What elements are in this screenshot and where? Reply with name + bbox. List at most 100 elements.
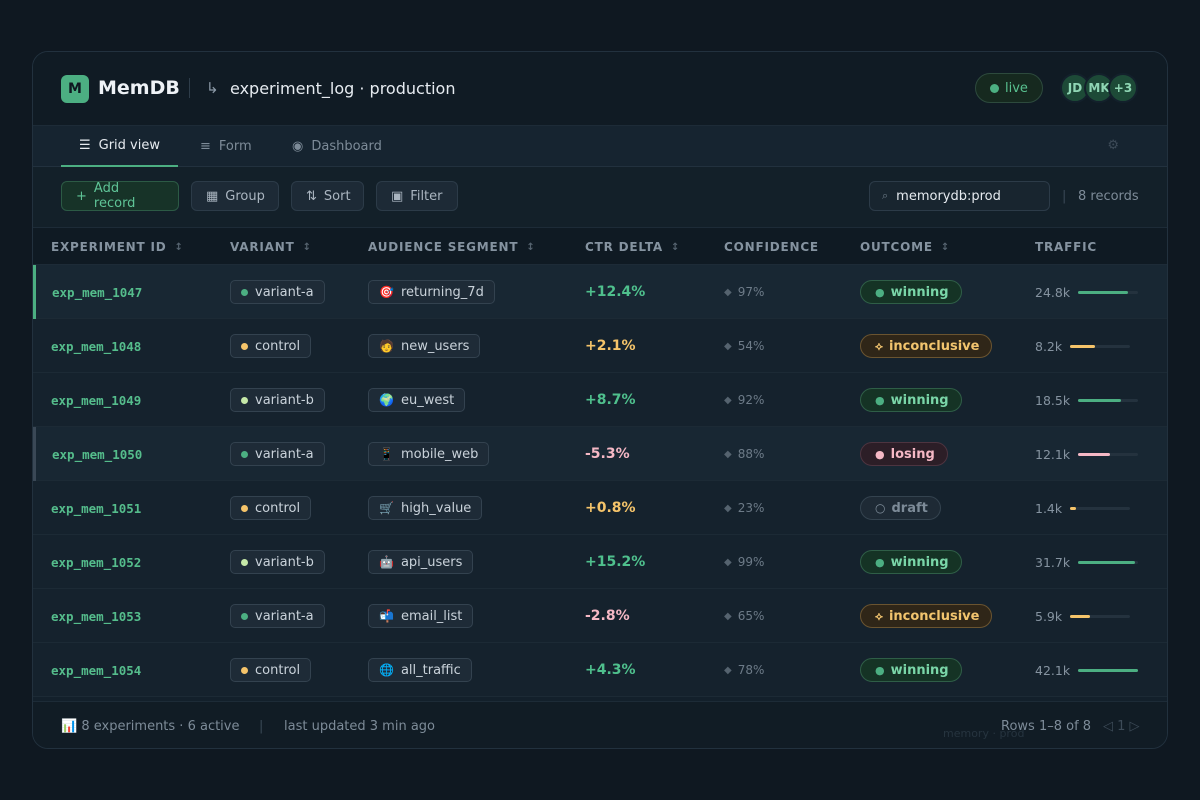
cell-variant[interactable]: control — [230, 481, 312, 535]
cell-audience-segment[interactable]: 📬 email_list — [368, 589, 474, 643]
outcome-badge[interactable]: ● winning — [860, 280, 962, 304]
cell-variant[interactable]: variant-b — [230, 373, 325, 427]
column-header-confidence[interactable]: CONFIDENCE — [724, 240, 819, 254]
cell-experiment-id[interactable]: exp_mem_1049 — [51, 373, 141, 427]
search-input[interactable] — [896, 188, 1037, 204]
outcome-badge[interactable]: ● winning — [860, 550, 962, 574]
outcome-badge[interactable]: ● losing — [860, 442, 948, 466]
add-record-button[interactable]: + Add record — [61, 181, 179, 211]
variant-tag[interactable]: variant-a — [230, 280, 325, 304]
cell-ctr-delta[interactable]: +2.1% — [585, 319, 636, 373]
cell-outcome[interactable]: ○ draft — [860, 481, 941, 535]
table-row[interactable]: exp_mem_1052 variant-b 🤖 api_users +15.2… — [33, 535, 1167, 589]
cell-traffic[interactable]: 1.4k — [1035, 481, 1131, 535]
outcome-badge[interactable]: ○ draft — [860, 496, 941, 520]
cell-variant[interactable]: control — [230, 319, 312, 373]
cell-outcome[interactable]: ● winning — [860, 535, 962, 589]
cell-confidence[interactable]: ◆ 65% — [724, 589, 764, 643]
cell-experiment-id[interactable]: exp_mem_1052 — [51, 535, 141, 589]
variant-tag[interactable]: variant-b — [230, 388, 325, 412]
variant-tag[interactable]: control — [230, 496, 312, 520]
cell-experiment-id[interactable]: exp_mem_1054 — [51, 643, 141, 697]
cell-confidence[interactable]: ◆ 92% — [724, 373, 764, 427]
cell-outcome[interactable]: ● losing — [860, 427, 948, 481]
group-button[interactable]: ▦ Group — [191, 181, 279, 211]
variant-tag[interactable]: control — [230, 334, 312, 358]
variant-tag[interactable]: variant-a — [230, 604, 325, 628]
segment-tag[interactable]: 🎯 returning_7d — [368, 280, 495, 304]
outcome-badge[interactable]: ⟡ inconclusive — [860, 334, 993, 358]
experiment-id[interactable]: exp_mem_1052 — [51, 554, 142, 570]
variant-tag[interactable]: variant-a — [230, 442, 325, 466]
cell-variant[interactable]: variant-a — [230, 265, 325, 319]
column-header-variant[interactable]: VARIANT ↕ — [230, 240, 312, 254]
cell-variant[interactable]: control — [230, 643, 312, 697]
avatar-overflow[interactable]: +3 — [1108, 73, 1138, 103]
cell-audience-segment[interactable]: 🛒 high_value — [368, 481, 483, 535]
cell-traffic[interactable]: 31.7k — [1035, 535, 1139, 589]
cell-experiment-id[interactable]: exp_mem_1047 — [52, 265, 142, 319]
outcome-badge[interactable]: ● winning — [860, 658, 962, 682]
pagination-control[interactable]: ◁ 1 ▷ — [1103, 719, 1140, 734]
table-row[interactable]: exp_mem_1049 variant-b 🌍 eu_west +8.7% — [33, 373, 1167, 427]
segment-tag[interactable]: 📬 email_list — [368, 604, 474, 628]
segment-tag[interactable]: 🛒 high_value — [368, 496, 483, 520]
cell-traffic[interactable]: 18.5k — [1035, 373, 1139, 427]
cell-variant[interactable]: variant-a — [230, 427, 325, 481]
segment-tag[interactable]: 🧑 new_users — [368, 334, 481, 358]
live-status-badge[interactable]: live — [975, 73, 1043, 103]
cell-confidence[interactable]: ◆ 23% — [724, 481, 764, 535]
cell-confidence[interactable]: ◆ 54% — [724, 319, 764, 373]
table-row[interactable]: exp_mem_1051 control 🛒 high_value +0.8% — [33, 481, 1167, 535]
column-header-ctr-delta[interactable]: CTR DELTA ↕ — [585, 240, 680, 254]
table-row[interactable]: exp_mem_1053 variant-a 📬 email_list -2.8… — [33, 589, 1167, 643]
settings-gear-icon[interactable]: ⚙ — [1107, 138, 1119, 153]
experiment-id[interactable]: exp_mem_1053 — [51, 608, 142, 624]
cell-outcome[interactable]: ● winning — [860, 373, 962, 427]
cell-audience-segment[interactable]: 📱 mobile_web — [368, 427, 490, 481]
sort-button[interactable]: ⇅ Sort — [291, 181, 364, 211]
tab-dashboard[interactable]: ◉ Dashboard — [292, 126, 382, 167]
tab-form[interactable]: ≡ Form — [200, 126, 252, 167]
sort-arrows-icon[interactable]: ↕ — [302, 241, 312, 253]
segment-tag[interactable]: 🌐 all_traffic — [368, 658, 472, 682]
cell-ctr-delta[interactable]: +8.7% — [585, 373, 636, 427]
table-row[interactable]: exp_mem_1048 control 🧑 new_users +2.1% — [33, 319, 1167, 373]
segment-tag[interactable]: 🤖 api_users — [368, 550, 474, 574]
segment-tag[interactable]: 🌍 eu_west — [368, 388, 466, 412]
table-row[interactable]: exp_mem_1047 variant-a 🎯 returning_7d +1… — [33, 265, 1167, 319]
cell-confidence[interactable]: ◆ 99% — [724, 535, 764, 589]
cell-traffic[interactable]: 8.2k — [1035, 319, 1131, 373]
cell-ctr-delta[interactable]: +0.8% — [585, 481, 636, 535]
column-header-audience-segment[interactable]: AUDIENCE SEGMENT ↕ — [368, 240, 536, 254]
variant-tag[interactable]: control — [230, 658, 312, 682]
cell-confidence[interactable]: ◆ 97% — [724, 265, 764, 319]
cell-ctr-delta[interactable]: +4.3% — [585, 643, 636, 697]
cell-variant[interactable]: variant-a — [230, 589, 325, 643]
sort-arrows-icon[interactable]: ↕ — [526, 241, 536, 253]
table-row[interactable]: exp_mem_1054 control 🌐 all_traffic +4.3% — [33, 643, 1167, 697]
cell-experiment-id[interactable]: exp_mem_1050 — [52, 427, 142, 481]
experiment-id[interactable]: exp_mem_1054 — [51, 662, 142, 678]
cell-experiment-id[interactable]: exp_mem_1053 — [51, 589, 141, 643]
cell-outcome[interactable]: ⟡ inconclusive — [860, 319, 993, 373]
cell-traffic[interactable]: 42.1k — [1035, 643, 1139, 697]
cell-traffic[interactable]: 24.8k — [1035, 265, 1139, 319]
cell-traffic[interactable]: 12.1k — [1035, 427, 1139, 481]
cell-ctr-delta[interactable]: +12.4% — [585, 265, 645, 319]
cell-audience-segment[interactable]: 🧑 new_users — [368, 319, 481, 373]
cell-confidence[interactable]: ◆ 78% — [724, 643, 764, 697]
column-header-traffic[interactable]: TRAFFIC — [1035, 240, 1097, 254]
filter-button[interactable]: ▣ Filter — [376, 181, 458, 211]
sort-arrows-icon[interactable]: ↕ — [940, 241, 951, 253]
cell-ctr-delta[interactable]: -2.8% — [585, 589, 630, 643]
experiment-id[interactable]: exp_mem_1050 — [52, 446, 143, 462]
outcome-badge[interactable]: ● winning — [860, 388, 962, 412]
cell-audience-segment[interactable]: 🌐 all_traffic — [368, 643, 472, 697]
cell-outcome[interactable]: ⟡ inconclusive — [860, 589, 993, 643]
cell-variant[interactable]: variant-b — [230, 535, 325, 589]
sort-arrows-icon[interactable]: ↕ — [174, 241, 184, 253]
cell-experiment-id[interactable]: exp_mem_1048 — [51, 319, 141, 373]
outcome-badge[interactable]: ⟡ inconclusive — [860, 604, 993, 628]
experiment-id[interactable]: exp_mem_1051 — [51, 500, 142, 516]
